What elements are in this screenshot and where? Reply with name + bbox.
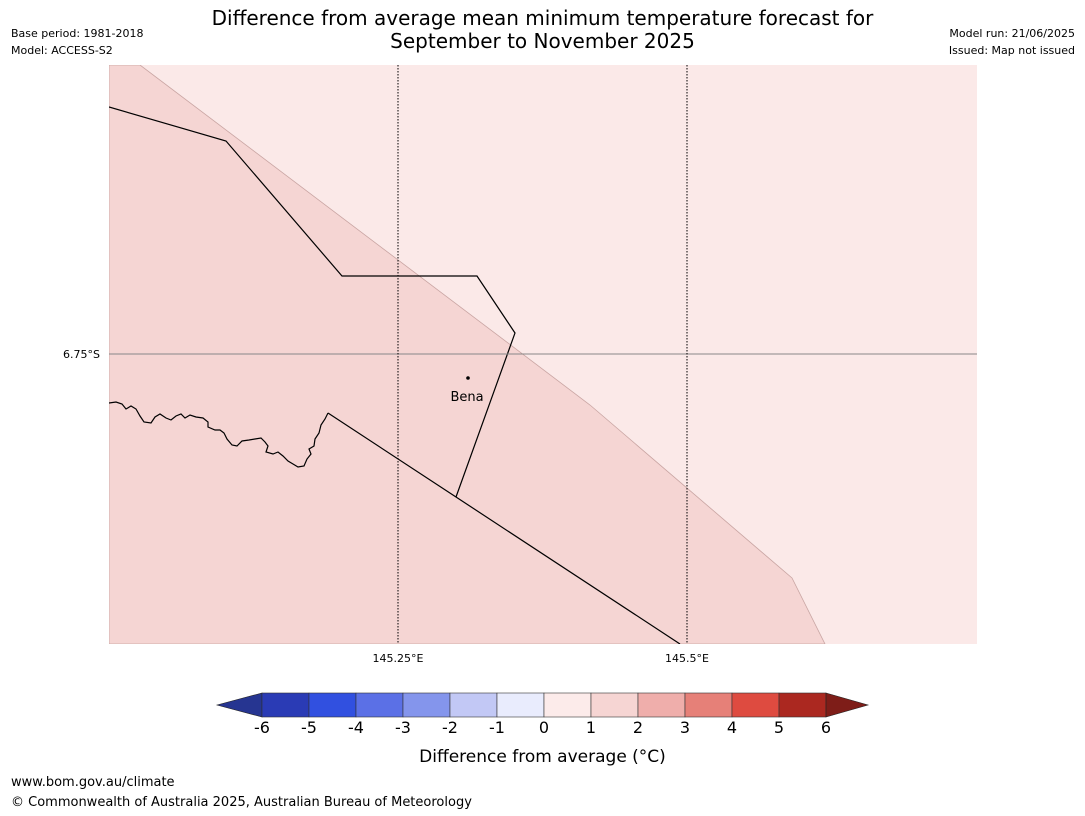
lon-label-1: 145.25°E xyxy=(373,652,424,665)
colorbar-tick-label: -2 xyxy=(442,718,458,737)
colorbar-swatch xyxy=(402,692,451,718)
colorbar-tick-label: -6 xyxy=(254,718,270,737)
model-run: Model run: 21/06/2025 xyxy=(949,27,1075,40)
lat-label: 6.75°S xyxy=(63,348,100,361)
forecast-info-left: Base period: 1981-2018 Model: ACCESS-S2 xyxy=(11,25,143,59)
lon-label-2: 145.5°E xyxy=(665,652,709,665)
footer-copyright: © Commonwealth of Australia 2025, Austra… xyxy=(11,795,472,810)
title-line-2: September to November 2025 xyxy=(390,29,695,53)
colorbar-tick-label: 0 xyxy=(538,718,550,737)
colorbar-extend-low xyxy=(215,692,263,718)
colorbar-tick-label: -1 xyxy=(489,718,505,737)
map-panel: Bena xyxy=(109,65,977,644)
boundary-south xyxy=(327,412,681,644)
colorbar-tick-label: 3 xyxy=(679,718,691,737)
colorbar-swatch xyxy=(496,692,545,718)
colorbar-tick-label: 2 xyxy=(632,718,644,737)
colorbar-tick-label: 4 xyxy=(726,718,738,737)
boundary-north xyxy=(109,106,516,498)
colorbar-swatch xyxy=(449,692,498,718)
colorbar-swatch xyxy=(590,692,639,718)
colorbar-swatch xyxy=(778,692,827,718)
colorbar-tick-label: -5 xyxy=(301,718,317,737)
colorbar-swatch xyxy=(731,692,780,718)
colorbar-tick-label: -4 xyxy=(348,718,364,737)
forecast-info-right: Model run: 21/06/2025 Issued: Map not is… xyxy=(949,25,1075,59)
colorbar-swatch xyxy=(684,692,733,718)
colorbar-swatch xyxy=(261,692,310,718)
map-title: Difference from average mean minimum tem… xyxy=(150,7,935,53)
colorbar-swatch xyxy=(543,692,592,718)
footer-url: www.bom.gov.au/climate xyxy=(11,775,175,790)
colorbar-swatch xyxy=(637,692,686,718)
colorbar-tick-label: 6 xyxy=(820,718,832,737)
colorbar-extend-high xyxy=(825,692,870,718)
place-label-bena: Bena xyxy=(450,390,483,405)
title-line-1: Difference from average mean minimum tem… xyxy=(211,6,874,30)
colorbar-tick-label: 1 xyxy=(585,718,597,737)
coastline xyxy=(109,401,329,468)
colorbar-tick-label: 5 xyxy=(773,718,785,737)
place-marker-bena xyxy=(466,376,470,380)
colorbar-swatch xyxy=(308,692,357,718)
base-period: Base period: 1981-2018 xyxy=(11,27,144,40)
colorbar-title: Difference from average (°C) xyxy=(419,747,666,767)
colorbar-tick-label: -3 xyxy=(395,718,411,737)
colorbar xyxy=(215,692,870,718)
model-name: Model: ACCESS-S2 xyxy=(11,44,113,57)
colorbar-swatch xyxy=(355,692,404,718)
issued-status: Issued: Map not issued xyxy=(948,44,1075,57)
